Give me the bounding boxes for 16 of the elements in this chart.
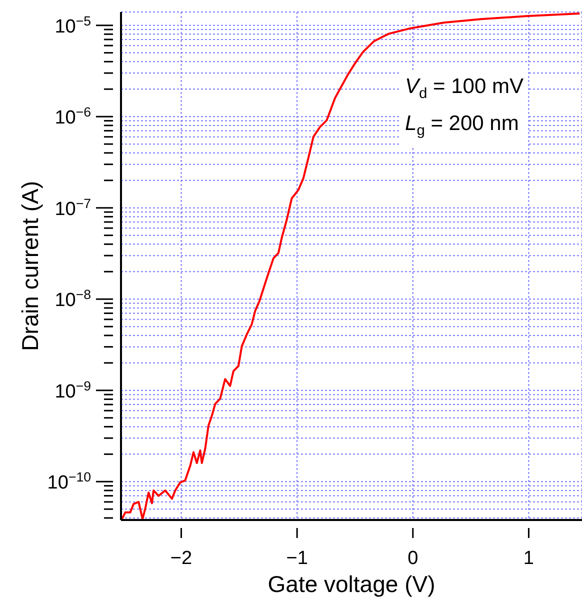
line-series — [121, 12, 581, 520]
x-tick-label: −1 — [286, 548, 308, 569]
y-tick-label: 10$^{−9}$ — [54, 378, 91, 402]
annotation: L$_{g}$ = 200 nm — [405, 112, 519, 140]
annotation: V$_{d}$ = 100 mV — [405, 75, 524, 102]
y-tick-label: 10$^{−7}$ — [54, 195, 91, 220]
y-tick-label: 10$^{−6}$ — [54, 104, 91, 129]
y-tick-label: 10$^{−10}$ — [47, 469, 91, 494]
x-tick-label: −2 — [170, 548, 192, 569]
annotation-box: V$_{d}$ = 100 mV L$_{g}$ = 200 nm — [401, 72, 528, 146]
x-axis-title: Gate voltage (V) — [268, 571, 436, 597]
y-tick-label: 10$^{−5}$ — [54, 12, 91, 38]
x-tick-label: 0 — [408, 548, 418, 569]
y-axis-title: Drain current (A) — [17, 181, 44, 351]
y-tick-label: 10$^{−8}$ — [54, 286, 91, 312]
x-tick-label: 1 — [523, 548, 534, 569]
